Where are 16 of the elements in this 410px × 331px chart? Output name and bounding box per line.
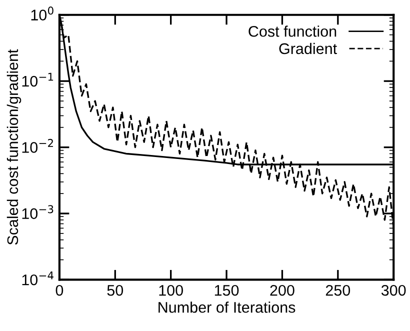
x-tick-label: 0	[56, 284, 64, 296]
x-tick-label: 300	[381, 284, 406, 296]
y-tick-label: 10$^{0}$	[31, 6, 54, 20]
legend-label: Gradient	[279, 42, 337, 54]
y-tick-label: 10$^{−2}$	[22, 138, 53, 153]
x-tick-label: 100	[159, 284, 183, 296]
y-tick-label: 10$^{−4}$	[22, 271, 54, 286]
x-axis-title: Number of Iterations	[158, 302, 296, 313]
x-tick-label: 50	[107, 284, 124, 296]
y-tick-label: 10$^{−1}$	[22, 72, 54, 87]
x-tick-label: 250	[326, 284, 350, 296]
legend-label: Cost function	[248, 26, 336, 37]
y-tick-label: 10$^{−3}$	[22, 205, 54, 220]
x-tick-label: 200	[270, 284, 294, 296]
y-axis-title: Scaled cost function/gradient	[6, 49, 22, 245]
x-tick-label: 150	[214, 284, 239, 296]
